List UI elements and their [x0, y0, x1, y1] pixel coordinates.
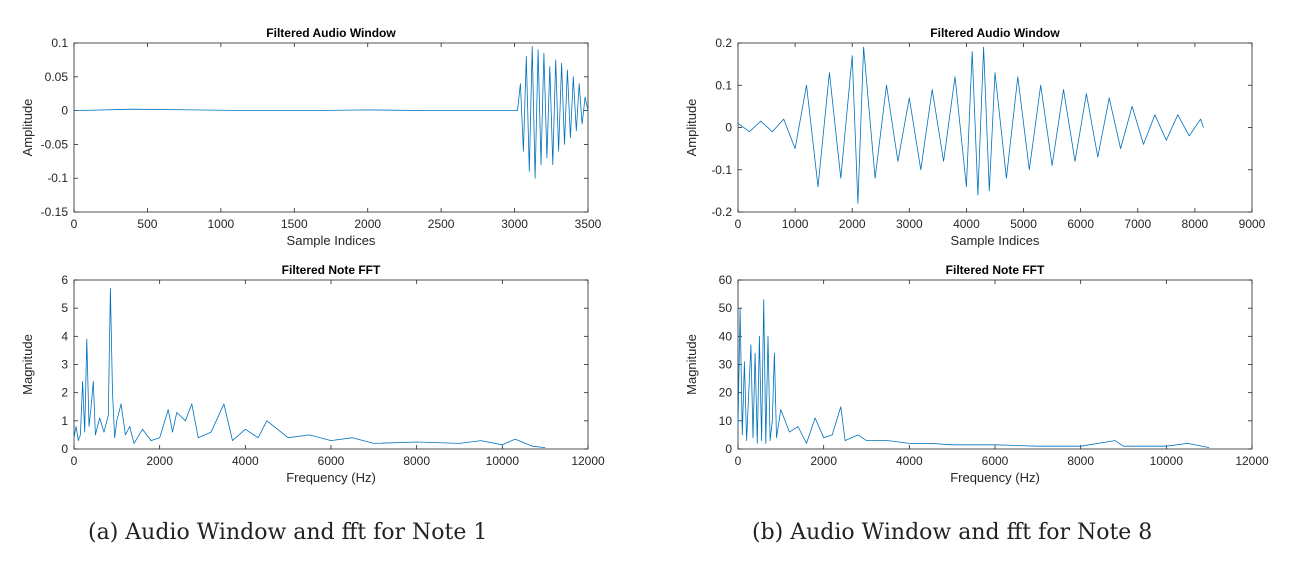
chart-b-bottom-xtick-label: 8000	[1067, 454, 1094, 468]
chart-b-top-xtick-label: 1000	[782, 217, 809, 231]
chart-b-bottom-xtick-label: 6000	[982, 454, 1009, 468]
chart-b-bottom-ylabel: Magnitude	[684, 334, 699, 395]
chart-b-bottom-xtick-label: 0	[735, 454, 742, 468]
chart-b-top-xtick-label: 2000	[839, 217, 866, 231]
chart-a-top-xtick-label: 0	[71, 217, 78, 231]
chart-a-top-xtick-label: 500	[137, 217, 157, 231]
chart-b-bottom-xtick-label: 4000	[896, 454, 923, 468]
chart-a-bottom-title: Filtered Note FFT	[282, 263, 381, 277]
chart-a-top-ytick-label: 0	[61, 104, 68, 118]
chart-b-bottom-xtick-label: 12000	[1235, 454, 1269, 468]
chart-b-top-xtick-label: 5000	[1010, 217, 1037, 231]
chart-a-top-ytick-label: -0.05	[41, 137, 69, 151]
chart-a-bottom-xtick-label: 2000	[146, 454, 173, 468]
chart-b-top-xtick-label: 8000	[1182, 217, 1209, 231]
chart-b-top-axes-frame	[737, 42, 1253, 213]
chart-b-bottom-ytick-label: 0	[725, 442, 732, 456]
chart-a-top-title: Filtered Audio Window	[266, 26, 396, 40]
chart-b-bottom-series-line	[737, 299, 1210, 448]
figure-canvas: 0 500 1000 1500 2000 2500 3000 3500-0.15-0.1-0.…	[20, 26, 1269, 485]
chart-b-top-ytick-label: -0.1	[711, 163, 732, 177]
chart-b-top-xtick-label: 7000	[1124, 217, 1151, 231]
chart-a-bottom-axes-frame	[73, 279, 589, 450]
chart-a-top-xtick-label: 3000	[501, 217, 528, 231]
chart-a-top-axes-frame	[73, 42, 589, 213]
chart-a-bottom-xlabel: Frequency (Hz)	[286, 470, 376, 485]
chart-b-bottom-ytick-label: 30	[719, 358, 733, 372]
chart-b-top-xtick-label: 9000	[1239, 217, 1266, 231]
chart-b-bottom-ytick-label: 40	[719, 329, 733, 343]
chart-a-top-ytick-label: -0.15	[41, 205, 69, 219]
chart-a-top-xlabel: Sample Indices	[287, 233, 376, 248]
chart-b-bottom-xtick-label: 2000	[810, 454, 837, 468]
chart-a-top-xtick-label: 3500	[575, 217, 602, 231]
chart-b-top-xtick-label: 0	[735, 217, 742, 231]
chart-b-top-xtick-label: 3000	[896, 217, 923, 231]
chart-b-top-xtick-label: 6000	[1067, 217, 1094, 231]
chart-a-bottom-series-line	[73, 287, 546, 448]
chart-a-bottom-ytick-label: 2	[61, 386, 68, 400]
chart-a-top-xtick-label: 2000	[354, 217, 381, 231]
chart-a-bottom-ytick-label: 1	[61, 414, 68, 428]
caption-b: (b) Audio Window and fft for Note 8	[752, 520, 1153, 545]
caption-a: (a) Audio Window and fft for Note 1	[88, 520, 488, 545]
chart-b-bottom-ytick-label: 50	[719, 301, 733, 315]
chart-a-top-ytick-label: 0.05	[45, 70, 69, 84]
chart-b-top-series-line	[737, 46, 1204, 204]
chart-b-bottom-axes-frame	[737, 279, 1253, 450]
chart-a-bottom-ytick-label: 0	[61, 442, 68, 456]
chart-b-bottom-ytick-label: 60	[719, 273, 733, 287]
chart-a-bottom-xtick-label: 4000	[232, 454, 259, 468]
chart-a-bottom-ytick-label: 6	[61, 273, 68, 287]
chart-a-bottom-xtick-label: 8000	[403, 454, 430, 468]
chart-a-bottom-ylabel: Magnitude	[20, 334, 35, 395]
chart-a-top-xtick-label: 2500	[428, 217, 455, 231]
chart-a-bottom-ytick-label: 4	[61, 329, 68, 343]
chart-b-top-ytick-label: 0.2	[715, 36, 732, 50]
chart-b-top-xlabel: Sample Indices	[951, 233, 1040, 248]
chart-b-bottom-title: Filtered Note FFT	[946, 263, 1045, 277]
chart-b-top-ytick-label: 0.1	[715, 78, 732, 92]
chart-b-top-ytick-label: 0	[725, 121, 732, 135]
chart-a-top-ylabel: Amplitude	[20, 99, 35, 157]
chart-a-bottom-ytick-label: 5	[61, 301, 68, 315]
chart-b-bottom-xlabel: Frequency (Hz)	[950, 470, 1040, 485]
chart-a-top-ytick-label: 0.1	[51, 36, 68, 50]
chart-a-bottom-xtick-label: 12000	[571, 454, 605, 468]
chart-b-top-ytick-label: -0.2	[711, 205, 732, 219]
chart-a-bottom-xtick-label: 6000	[318, 454, 345, 468]
chart-b-top-title: Filtered Audio Window	[930, 26, 1060, 40]
chart-a-bottom-xtick-label: 0	[71, 454, 78, 468]
chart-a-bottom-xtick-label: 10000	[486, 454, 520, 468]
chart-b-bottom-ytick-label: 20	[719, 386, 733, 400]
chart-a-top-xtick-label: 1500	[281, 217, 308, 231]
chart-b-bottom-ytick-label: 10	[719, 414, 733, 428]
chart-a-top-ytick-label: -0.1	[47, 171, 68, 185]
chart-a-top-xtick-label: 1000	[208, 217, 235, 231]
chart-b-bottom-xtick-label: 10000	[1150, 454, 1184, 468]
chart-a-top-series-line	[73, 46, 589, 179]
chart-b-top-ylabel: Amplitude	[684, 99, 699, 157]
chart-b-top-xtick-label: 4000	[953, 217, 980, 231]
chart-a-bottom-ytick-label: 3	[61, 358, 68, 372]
